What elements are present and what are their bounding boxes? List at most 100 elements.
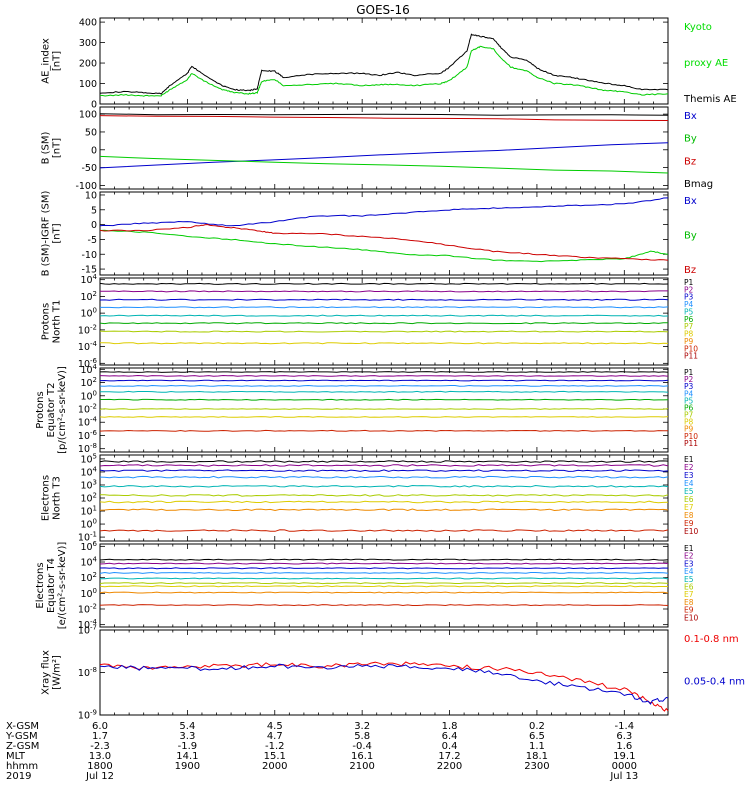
series-line-3 <box>99 469 669 472</box>
x-axis-cell: -1.9 <box>178 741 198 752</box>
y-axis-label: Protons <box>41 303 52 340</box>
legend-label: E3 <box>684 471 694 480</box>
y-tick-exponent: -8 <box>90 442 97 450</box>
panel-frame <box>99 543 669 628</box>
panel-bsm: -100 -50 0 50 100 B (SM) [nT] Bx By Bz Bmag <box>41 106 713 192</box>
y-tick-exponent: 3 <box>93 478 97 486</box>
legend-label: E6 <box>684 495 694 504</box>
series-line-2 <box>99 663 669 705</box>
x-axis-cell: 4.7 <box>267 731 283 742</box>
y-tick-exponent: -1 <box>90 531 97 539</box>
legend-label: E1 <box>684 544 694 553</box>
y-axis-label: Equator T2 <box>46 383 57 438</box>
series-line-1 <box>99 282 669 285</box>
y-tick-exponent: -8 <box>90 666 97 674</box>
series-line-3 <box>99 379 669 382</box>
y-tick-label: 103 <box>80 478 97 491</box>
series-line-1 <box>99 460 669 463</box>
y-tick-exponent: 4 <box>93 363 98 371</box>
series-line-5 <box>99 390 669 393</box>
y-tick-label: 0 <box>91 100 97 111</box>
x-axis-cell: 0.2 <box>529 721 545 732</box>
x-axis-cell: -0.4 <box>352 741 372 752</box>
y-tick-label: 102 <box>80 290 97 303</box>
series-line-2 <box>99 374 669 377</box>
y-tick-label: 100 <box>80 518 97 531</box>
legend-label: P6 <box>684 403 694 412</box>
y-tick-label: 0 <box>91 220 97 231</box>
y-tick-exponent: 2 <box>93 290 97 298</box>
series-line-4 <box>100 306 669 309</box>
y-axis-label: [e/(cm²-s-sr-keV)] <box>57 542 68 630</box>
x-axis-row-label: 2019 <box>6 771 31 782</box>
series-line-6 <box>100 494 669 497</box>
y-tick-label: 100 <box>80 307 97 320</box>
y-tick-label: 10-4 <box>78 416 98 429</box>
y-tick-label: 106 <box>80 540 97 553</box>
legend-label: E2 <box>684 552 694 561</box>
y-axis-label: North T3 <box>52 476 63 520</box>
series-line-8 <box>99 416 669 418</box>
legend-label: P6 <box>684 315 694 324</box>
y-tick-label: 100 <box>79 110 97 121</box>
legend-label: By <box>684 134 697 145</box>
series-line-2 <box>99 229 669 263</box>
x-axis-cell: 6.5 <box>529 731 545 742</box>
y-tick-label: 50 <box>85 127 97 138</box>
x-axis-cell: -2.3 <box>90 741 110 752</box>
x-axis-cell: 2100 <box>349 761 374 772</box>
legend-label: P8 <box>684 330 694 339</box>
legend-label: E3 <box>684 559 694 568</box>
y-tick-exponent: -2 <box>90 323 97 331</box>
legend-label: E1 <box>684 455 694 464</box>
x-axis-cell: 3.2 <box>354 721 370 732</box>
series-line-2 <box>99 562 669 565</box>
y-tick-label: 10 <box>85 190 97 201</box>
y-axis-label: North T1 <box>52 300 63 344</box>
legend-label: E4 <box>684 567 694 576</box>
legend-label: Themis AE <box>683 94 737 105</box>
series-line-2 <box>99 290 668 293</box>
x-axis-cell: 1.8 <box>442 721 458 732</box>
legend-label: E9 <box>684 606 694 615</box>
series-line-7 <box>99 408 669 410</box>
panel-frame <box>99 367 669 453</box>
y-tick-label: 10-6 <box>78 429 98 442</box>
y-tick-exponent: 0 <box>93 587 97 595</box>
x-axis-cell: 5.4 <box>179 721 195 732</box>
legend-label: P2 <box>684 285 694 294</box>
legend-label: proxy AE <box>684 58 728 69</box>
y-axis-label: [nT] <box>52 51 63 71</box>
y-tick-exponent: 2 <box>93 492 97 500</box>
series-line-7 <box>99 330 669 333</box>
y-axis-label: B (SM) <box>41 131 52 164</box>
legend-label: By <box>684 231 697 242</box>
y-tick-label: 104 <box>80 556 97 569</box>
series-line-5 <box>99 484 669 488</box>
y-axis-label: Protons <box>35 391 46 428</box>
y-tick-exponent: 0 <box>93 389 97 397</box>
legend-label: E9 <box>684 519 694 528</box>
x-axis-cell: 2300 <box>524 761 549 772</box>
series-line-3 <box>99 142 669 169</box>
y-tick-exponent: -4 <box>90 416 98 424</box>
y-tick-exponent: 0 <box>93 518 97 526</box>
series-line-1 <box>99 558 669 561</box>
y-tick-label: 200 <box>79 59 97 70</box>
panel-frame <box>99 277 669 366</box>
y-tick-label: 10-9 <box>78 709 97 722</box>
y-axis-label: [W/m²] <box>52 655 63 690</box>
y-tick-exponent: -4 <box>90 618 98 626</box>
legend-label: P5 <box>684 307 694 316</box>
panel-frame <box>99 454 669 542</box>
panel-bdiff: -15 -10 -5 0 5 10 B (SM)-IGRF (SM) [nT] Bx By Bz <box>41 190 697 276</box>
y-axis-label: Xray flux <box>41 650 52 695</box>
legend-label: E5 <box>684 487 694 496</box>
x-axis-cell: -1.2 <box>265 741 285 752</box>
x-axis-cell: 3.3 <box>179 731 195 742</box>
legend-label: P5 <box>684 396 694 405</box>
